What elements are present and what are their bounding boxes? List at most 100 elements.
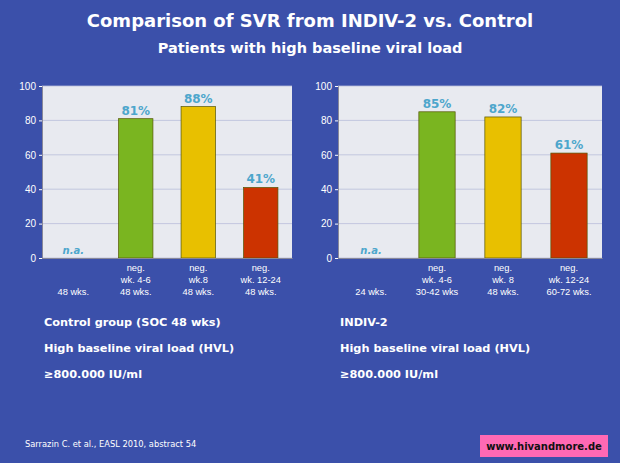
y-tick-label: 80 <box>25 115 37 126</box>
y-tick: 40 <box>321 184 338 195</box>
y-tick-label: 100 <box>315 81 332 92</box>
data-label: n.a. <box>63 245 84 256</box>
y-tick-mark <box>39 258 42 259</box>
y-tick-label: 60 <box>25 150 37 161</box>
x-tick-label: neg.wk. 12-2448 wks. <box>240 263 281 297</box>
x-tick-label: 48 wks. <box>57 287 89 297</box>
y-tick-mark <box>39 86 42 87</box>
grid-line <box>42 154 292 155</box>
y-axis: 0 20 40 60 80 100 <box>19 81 42 264</box>
data-label: 82% <box>489 102 518 116</box>
footnote: High baseline viral load (HVL) <box>44 342 234 355</box>
grid-line <box>338 120 602 121</box>
footnotes: INDIV-2 High baseline viral load (HVL) ≥80… <box>340 316 530 381</box>
x-tick: 24 wks. <box>355 287 387 297</box>
y-tick-mark <box>335 258 338 259</box>
footnote: ≥800.000 IU/ml <box>44 368 142 381</box>
y-tick-label: 40 <box>25 184 37 195</box>
data-labels: n.a. 85% 82% 61% <box>360 97 583 256</box>
panel: 0 20 40 60 80 100 24 wks. neg.wk. 4-630-42 wks n… <box>315 81 602 381</box>
chart-root: Comparison of SVR from INDIV-2 vs. Contr… <box>0 0 620 463</box>
y-tick: 60 <box>321 150 338 161</box>
x-tick: neg.wk. 4-648 wks. <box>120 263 152 297</box>
grid-line <box>42 86 292 87</box>
plot-background <box>42 86 292 258</box>
y-tick: 20 <box>321 218 338 229</box>
y-tick: 80 <box>25 115 42 126</box>
y-tick-label: 100 <box>19 81 36 92</box>
x-tick: neg.wk. 4-630-42 wks <box>416 263 459 297</box>
background <box>0 0 620 463</box>
y-tick: 40 <box>25 184 42 195</box>
footnote: High baseline viral load (HVL) <box>340 342 530 355</box>
data-label: 85% <box>423 97 452 111</box>
source: Sarrazin C. et al., EASL 2010, abstract … <box>25 439 196 449</box>
data-label: 88% <box>184 92 213 106</box>
x-tick-label: neg.wk. 4-630-42 wks <box>416 263 459 297</box>
y-tick: 80 <box>321 115 338 126</box>
bars <box>419 112 587 258</box>
grid <box>42 86 292 258</box>
x-axis-line <box>339 258 603 259</box>
x-tick: neg.wk. 848 wks. <box>487 263 519 297</box>
footnotes: Control group (SOC 48 wks) High baseline … <box>44 316 234 381</box>
y-tick-label: 40 <box>321 184 333 195</box>
y-tick-label: 80 <box>321 115 333 126</box>
y-tick-mark <box>39 155 42 156</box>
y-axis: 0 20 40 60 80 100 <box>315 81 338 264</box>
data-label: n.a. <box>360 245 381 256</box>
y-axis-line <box>335 87 339 259</box>
x-tick-label: 24 wks. <box>355 287 387 297</box>
panel: 0 20 40 60 80 100 48 wks. neg.wk. 4-648 wks. neg… <box>19 81 292 381</box>
bar <box>181 107 215 258</box>
y-tick-mark <box>335 86 338 87</box>
data-labels: n.a. 81% 88% 41% <box>63 92 276 256</box>
data-label: 81% <box>121 104 150 118</box>
y-tick: 100 <box>19 81 42 92</box>
y-tick-label: 0 <box>30 253 36 264</box>
y-tick-label: 60 <box>321 150 333 161</box>
bar <box>485 117 521 258</box>
y-tick-mark <box>335 224 338 225</box>
grid <box>338 86 602 258</box>
y-tick-mark <box>335 189 338 190</box>
x-axis: 48 wks. neg.wk. 4-648 wks. neg.wk.848 wks.… <box>43 259 293 298</box>
grid-line <box>42 120 292 121</box>
y-tick-mark <box>335 155 338 156</box>
bar <box>244 187 278 258</box>
grid-line <box>338 86 602 87</box>
footnote: ≥800.000 IU/ml <box>340 368 438 381</box>
y-tick-mark <box>39 120 42 121</box>
x-tick-label: neg.wk. 848 wks. <box>487 263 519 297</box>
subtitle: Patients with high baseline viral load <box>158 40 463 56</box>
y-tick-mark <box>335 120 338 121</box>
x-tick-label: neg.wk. 4-648 wks. <box>120 263 152 297</box>
x-tick: neg.wk.848 wks. <box>182 263 214 297</box>
bar <box>551 153 587 258</box>
plot-background <box>338 86 602 258</box>
y-tick-label: 20 <box>321 218 333 229</box>
bars <box>119 107 278 258</box>
y-tick-label: 0 <box>326 253 332 264</box>
website-box <box>480 435 608 457</box>
y-tick: 100 <box>315 81 338 92</box>
website: www.hivandmore.de <box>486 441 602 452</box>
footnote: Control group (SOC 48 wks) <box>44 316 221 329</box>
bar <box>119 119 153 258</box>
y-tick-label: 20 <box>25 218 37 229</box>
x-axis-line <box>43 258 293 259</box>
y-tick-mark <box>39 224 42 225</box>
data-label: 61% <box>555 138 584 152</box>
x-tick: neg.wk. 12-2448 wks. <box>240 263 281 297</box>
y-tick: 60 <box>25 150 42 161</box>
y-tick: 0 <box>326 253 338 264</box>
y-tick-mark <box>39 189 42 190</box>
y-tick: 0 <box>30 253 42 264</box>
footnote: INDIV-2 <box>340 316 388 329</box>
x-tick: 48 wks. <box>57 287 89 297</box>
data-label: 41% <box>246 172 275 186</box>
bar <box>419 112 455 258</box>
y-axis-line <box>39 87 43 259</box>
title: Comparison of SVR from INDIV-2 vs. Contr… <box>87 10 533 31</box>
y-tick: 20 <box>25 218 42 229</box>
